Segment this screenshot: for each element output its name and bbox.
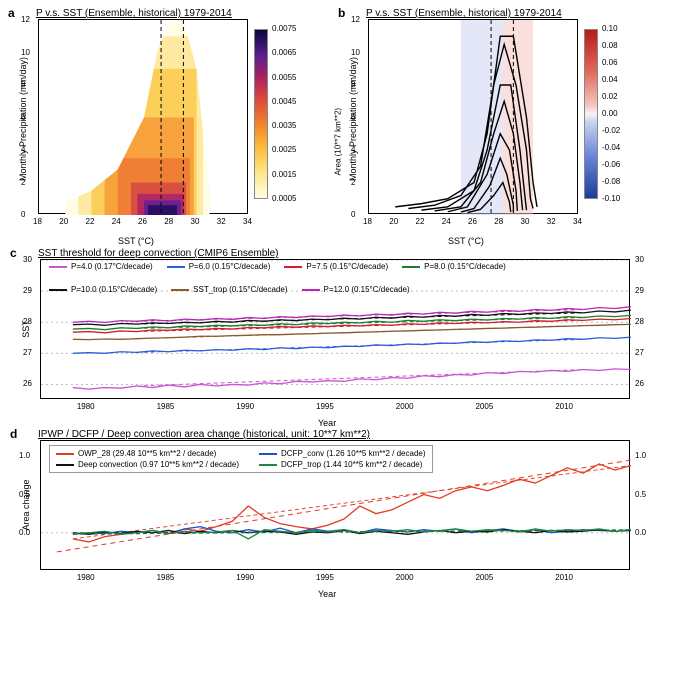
panel-c-legend: P=4.0 (0.17°C/decade)P=6.0 (0.15°C/decad… <box>49 262 621 294</box>
panel-a-colorbar-bar <box>254 29 268 199</box>
panel-b: b P v.s. SST (Ensemble, historical) 1979… <box>338 8 658 214</box>
panel-a-label: a <box>8 6 15 20</box>
panel-d-plot: 19801985199019952000200520100.00.00.50.5… <box>40 440 630 570</box>
panel-c: c SST threshold for deep convection (CMI… <box>8 248 658 399</box>
panel-d-legend: OWP_28 (29.48 10**5 km**2 / decade)DCFP_… <box>49 445 433 473</box>
panel-d: d IPWP / DCFP / Deep convection area cha… <box>8 429 658 570</box>
panel-c-plot: 1980198519901995200020052010262627272828… <box>40 259 630 399</box>
panel-a-colorbar-ticks: 0.00050.00150.00250.00350.00450.00550.00… <box>272 29 312 199</box>
panel-c-title: SST threshold for deep convection (CMIP6… <box>38 248 658 259</box>
panel-a-plot: 182022242628303234024681012 <box>38 19 248 214</box>
panel-c-xlabel: Year <box>318 418 336 428</box>
panel-b-plot: 182022242628303234024681012 <box>368 19 578 214</box>
panel-a-colorbar: 0.00050.00150.00250.00350.00450.00550.00… <box>254 29 268 214</box>
panel-d-xlabel: Year <box>318 589 336 599</box>
panel-a: a P v.s. SST (Ensemble, historical) 1979… <box>8 8 328 214</box>
panel-a-title: P v.s. SST (Ensemble, historical) 1979-2… <box>36 8 328 19</box>
panel-c-label: c <box>10 246 17 260</box>
panel-b-label: b <box>338 6 345 20</box>
figure: a P v.s. SST (Ensemble, historical) 1979… <box>8 8 665 570</box>
panel-b-colorbar: -0.10-0.08-0.06-0.04-0.020.000.020.040.0… <box>584 29 598 214</box>
panel-d-title: IPWP / DCFP / Deep convection area chang… <box>38 429 658 440</box>
panel-b-colorbar-bar <box>584 29 598 199</box>
panel-d-label: d <box>10 427 17 441</box>
panel-b-title: P v.s. SST (Ensemble, historical) 1979-2… <box>366 8 658 19</box>
panel-a-xlabel: SST (°C) <box>118 236 154 246</box>
panel-b-colorbar-ticks: -0.10-0.08-0.06-0.04-0.020.000.020.040.0… <box>602 29 642 199</box>
panel-b-xlabel: SST (°C) <box>448 236 484 246</box>
